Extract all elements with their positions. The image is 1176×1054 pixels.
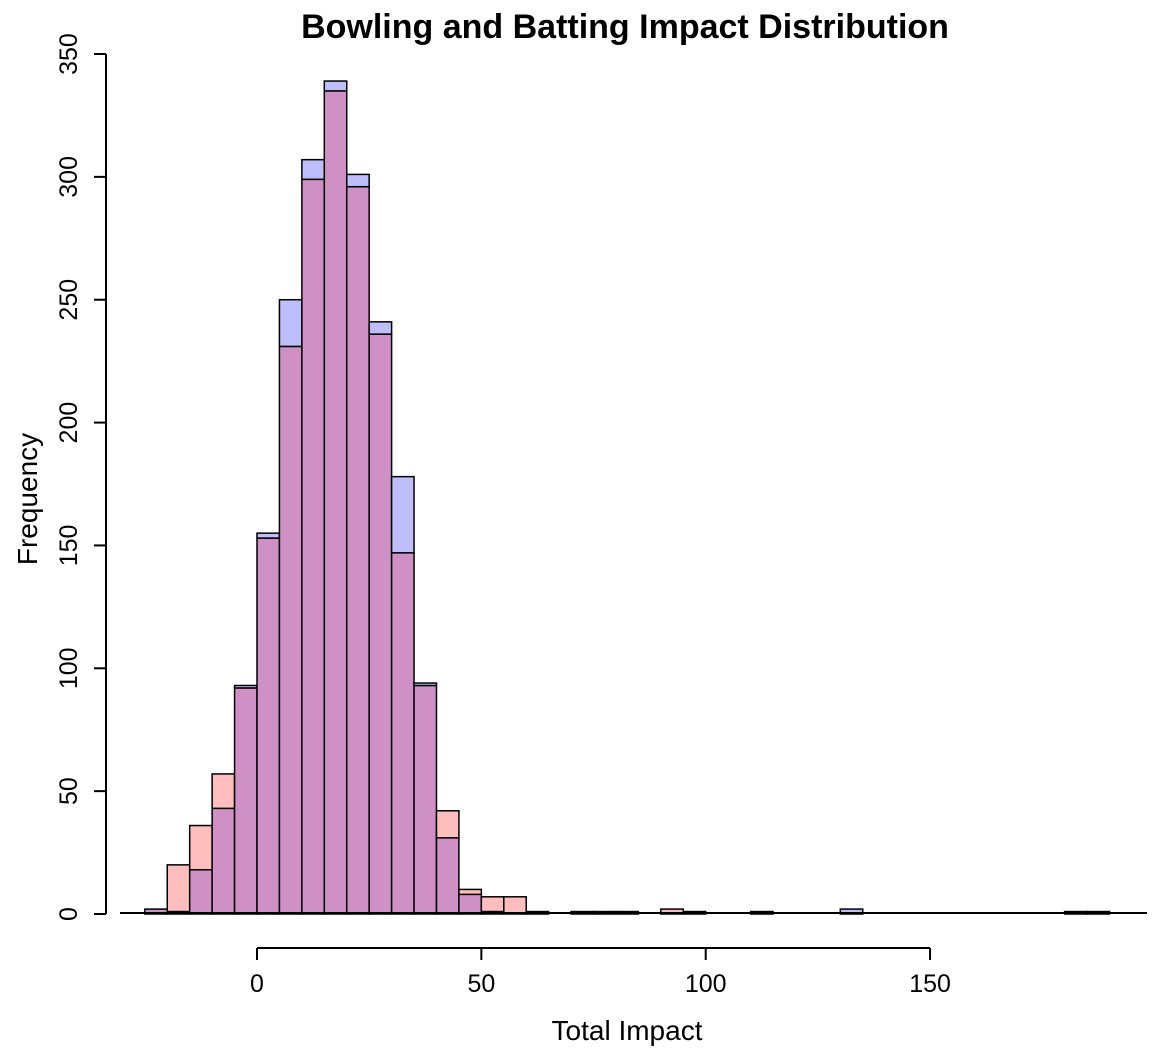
x-tick-label: 50 [467,970,495,998]
bar-series-b-excess [458,888,483,896]
bar-overlap [211,807,236,915]
bar-series-b-excess [188,824,213,871]
bar-overlap [256,537,281,915]
bar-series-b-excess [435,810,460,839]
bar-series-a-excess [323,80,348,92]
bar-series-a-excess [345,173,370,188]
y-tick-label: 100 [55,647,83,689]
y-tick-label: 200 [55,402,83,444]
bar-overlap [413,684,438,915]
bar-series-b-excess [166,864,191,913]
bar-overlap [323,90,348,915]
chart-title: Bowling and Batting Impact Distribution [301,8,949,46]
bar-series-a-excess [390,475,415,554]
x-axis-label: Total Impact [552,1015,703,1046]
bar-series-b-excess [480,896,505,913]
bar-overlap [435,837,460,915]
bar-overlap [188,869,213,915]
bar-series-a-excess [233,684,258,689]
y-tick-label: 350 [55,33,83,75]
bar-overlap [458,893,483,915]
bar-overlap [301,178,326,915]
bar-series-a-excess [301,158,326,181]
bar-overlap [390,552,415,915]
y-tick-label: 0 [55,907,83,921]
bar-series-a-excess [413,682,438,687]
x-tick-label: 0 [250,970,264,998]
y-axis-label: Frequency [12,433,43,565]
bars-group [144,80,1111,915]
bar-series-a-excess [256,532,281,539]
bar-overlap [278,345,303,915]
bar-overlap [368,333,393,915]
x-tick-label: 150 [909,970,951,998]
bar-overlap [345,185,370,915]
y-axis: 0 50 100 150 200 250 300 350 [55,33,107,921]
y-tick-label: 50 [55,777,83,805]
bar-series-a-excess [278,298,303,348]
bar-series-b-excess [211,773,236,810]
x-tick-label: 100 [685,970,727,998]
y-tick-label: 250 [55,279,83,321]
bar-overlap [233,687,258,915]
y-tick-label: 150 [55,525,83,567]
y-tick-label: 300 [55,156,83,198]
bar-series-b-excess [503,896,527,915]
bar-series-a-excess [368,321,393,335]
x-axis: 0 50 100 150 [250,947,951,998]
